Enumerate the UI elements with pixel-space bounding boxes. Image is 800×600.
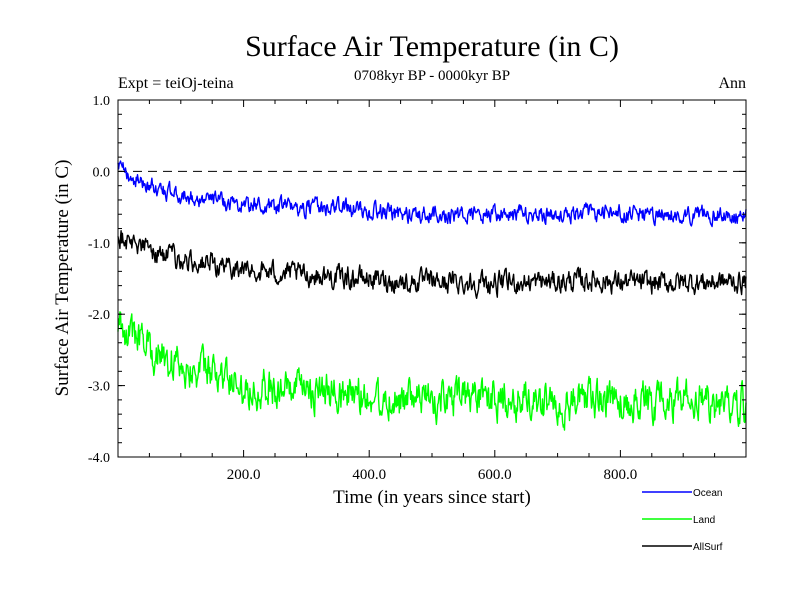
legend-label-ocean: Ocean (693, 488, 722, 499)
x-tick-label: 400.0 (352, 467, 386, 483)
chart-title: Surface Air Temperature (in C) (245, 30, 619, 63)
y-tick-label: -3.0 (88, 380, 110, 395)
y-tick-label: 1.0 (93, 94, 111, 109)
x-tick-label: 200.0 (227, 467, 261, 483)
x-axis-label: Time (in years since start) (333, 487, 531, 508)
chart-subtitle: 0708kyr BP - 0000kyr BP (354, 68, 510, 84)
y-tick-label: -4.0 (88, 451, 110, 466)
y-tick-label: -2.0 (88, 308, 110, 323)
y-tick-label: 0.0 (93, 165, 111, 180)
experiment-label: Expt = teiOj-teina (118, 75, 234, 92)
season-label: Ann (718, 75, 746, 92)
series-line-ocean (117, 160, 747, 228)
x-axis-ticks: 200.0 400.0 600.0 800.0 (148, 100, 716, 483)
x-tick-label: 600.0 (478, 467, 512, 483)
y-tick-label: -1.0 (88, 237, 110, 252)
y-axis-label: Surface Air Temperature (in C) (52, 160, 73, 397)
legend: Ocean Land AllSurf (642, 488, 723, 553)
series-line-allsurf (117, 230, 747, 299)
y-axis-ticks: 1.0 0.0 -1.0 -2.0 -3.0 -4.0 (88, 94, 746, 466)
series-line-land (117, 311, 747, 431)
x-tick-label: 800.0 (604, 467, 638, 483)
series-group (117, 160, 747, 431)
legend-label-land: Land (693, 515, 715, 526)
legend-label-allsurf: AllSurf (693, 542, 723, 553)
